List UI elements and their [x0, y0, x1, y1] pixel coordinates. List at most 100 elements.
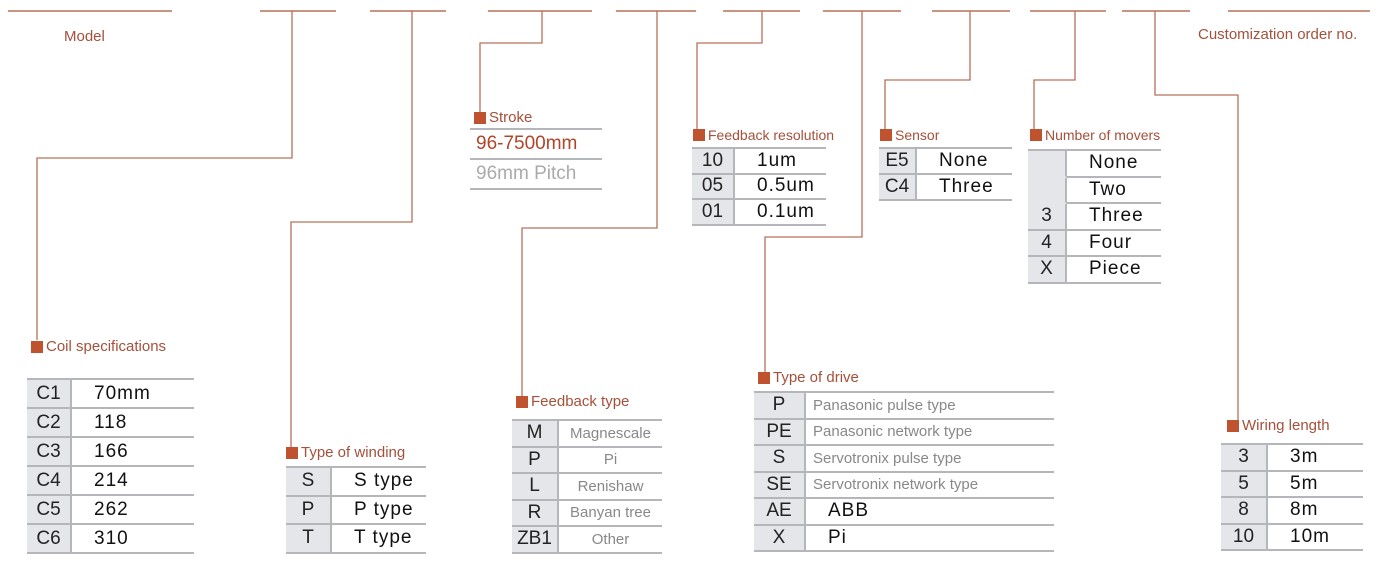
marker-icon: [880, 129, 892, 141]
connector-line: [479, 11, 543, 117]
table-row: 05 0.5um: [692, 174, 826, 200]
sensor-title: Sensor: [880, 127, 939, 143]
customization-order-label: Customization order no.: [1198, 26, 1358, 43]
fbres-title-text: Feedback resolution: [708, 127, 835, 143]
table-row: 4 Four: [1028, 230, 1161, 257]
table-row: None: [1028, 151, 1161, 178]
table-row: C2 118: [27, 409, 194, 438]
connector-line: [1154, 11, 1239, 425]
table-row: C6 310: [27, 525, 194, 554]
marker-icon: [1227, 419, 1239, 432]
code-cell: T: [286, 525, 332, 552]
code-cell: [1028, 177, 1067, 204]
connector-line: [521, 11, 658, 400]
drive-table: P Panasonic pulse type PE Panasonic network…: [754, 391, 1054, 552]
code-cell: ZB1: [512, 527, 559, 552]
value-cell: 1um: [757, 149, 797, 171]
code-cell: 10: [692, 149, 735, 173]
wiring-title-text: Wiring length: [1242, 417, 1330, 434]
coil-title-text: Coil specifications: [46, 338, 167, 355]
table-row: S S type: [286, 468, 426, 497]
coil-table: C1 70mm C2 118 C3 166 C4 214 C5 262 C6 310: [27, 378, 194, 554]
code-cell: S: [754, 446, 806, 471]
value-cell: S type: [354, 470, 414, 492]
value-cell: 166: [94, 440, 129, 462]
code-cell: P: [286, 496, 332, 523]
code-cell: 8: [1221, 498, 1268, 523]
value-cell: Three: [939, 176, 994, 197]
code-cell: P: [754, 393, 806, 418]
value-cell: Three: [1089, 205, 1144, 227]
table-row: 8 8m: [1221, 498, 1363, 525]
code-cell: [1028, 151, 1067, 178]
value-cell: 0.1um: [757, 200, 815, 222]
value-cell: 0.5um: [757, 175, 815, 197]
value-cell: 8m: [1290, 499, 1319, 521]
stroke-title-text: Stroke: [489, 109, 533, 126]
code-cell: 3: [1221, 445, 1268, 470]
code-cell: R: [512, 500, 559, 525]
table-row: 10 10m: [1221, 524, 1363, 551]
code-cell: SE: [754, 472, 806, 497]
wiring-table: 3 3m 5 5m 8 8m 10 10m: [1221, 443, 1363, 551]
stroke-range: 96-7500mm: [470, 128, 602, 158]
value-cell: Other: [591, 530, 630, 548]
table-row: L Renishaw: [512, 474, 662, 501]
coil-title: Coil specifications: [31, 338, 166, 355]
marker-icon: [474, 111, 486, 124]
code-cell: X: [1028, 257, 1067, 282]
table-row: R Banyan tree: [512, 500, 662, 527]
table-row: S Servotronix pulse type: [754, 446, 1054, 473]
table-row: T T type: [286, 525, 426, 554]
code-cell: AE: [754, 499, 806, 524]
code-cell: M: [512, 421, 559, 446]
code-cell: C1: [27, 380, 72, 407]
code-cell: L: [512, 474, 559, 499]
movers-table: None Two 3 Three 4 Four X Piece: [1028, 149, 1161, 284]
value-cell: Servotronix network type: [813, 476, 979, 494]
value-cell: Panasonic network type: [813, 423, 973, 441]
winding-table: S S type P P type T T type: [286, 466, 426, 554]
table-row: P P type: [286, 496, 426, 525]
fbtype-table: M Magnescale P Pi L Renishaw R Banyan tree ZB1 Ot…: [512, 419, 662, 554]
table-row: 01 0.1um: [692, 200, 826, 226]
winding-title-text: Type of winding: [301, 444, 406, 461]
code-cell: C2: [27, 409, 72, 436]
table-row: 3 3m: [1221, 445, 1363, 472]
table-row: 10 1um: [692, 149, 826, 175]
marker-icon: [516, 395, 528, 408]
wiring-title: Wiring length: [1227, 417, 1330, 434]
marker-icon: [286, 446, 298, 459]
code-cell: C4: [27, 467, 72, 494]
table-row: P Panasonic pulse type: [754, 393, 1054, 420]
table-row: C4 Three: [879, 175, 1012, 201]
stroke-pitch: 96mm Pitch: [470, 158, 602, 188]
fbtype-title: Feedback type: [516, 393, 629, 410]
value-cell: None: [1089, 152, 1139, 174]
stroke-table: 96-7500mm 96mm Pitch: [470, 128, 602, 190]
table-row: ZB1 Other: [512, 527, 662, 554]
value-cell: 10m: [1290, 525, 1330, 547]
code-cell: C4: [879, 175, 917, 199]
code-cell: 3: [1028, 204, 1067, 229]
marker-icon: [31, 340, 43, 353]
table-row: C4 214: [27, 467, 194, 496]
code-cell: C5: [27, 496, 72, 523]
table-row: PE Panasonic network type: [754, 419, 1054, 446]
value-cell: Renishaw: [577, 477, 644, 495]
code-cell: P: [512, 447, 559, 472]
drive-title-text: Type of drive: [773, 369, 859, 386]
value-cell: Four: [1089, 231, 1133, 253]
table-row: C3 166: [27, 438, 194, 467]
value-cell: 262: [94, 498, 129, 520]
value-cell: 70mm: [94, 382, 151, 404]
value-cell: Piece: [1089, 258, 1142, 280]
fbtype-title-text: Feedback type: [531, 393, 630, 410]
fbres-table: 10 1um 05 0.5um 01 0.1um: [692, 147, 826, 226]
value-cell: Servotronix pulse type: [813, 449, 962, 467]
value-cell: 214: [94, 469, 129, 491]
connector-line: [290, 11, 413, 452]
connector-line: [696, 11, 763, 134]
